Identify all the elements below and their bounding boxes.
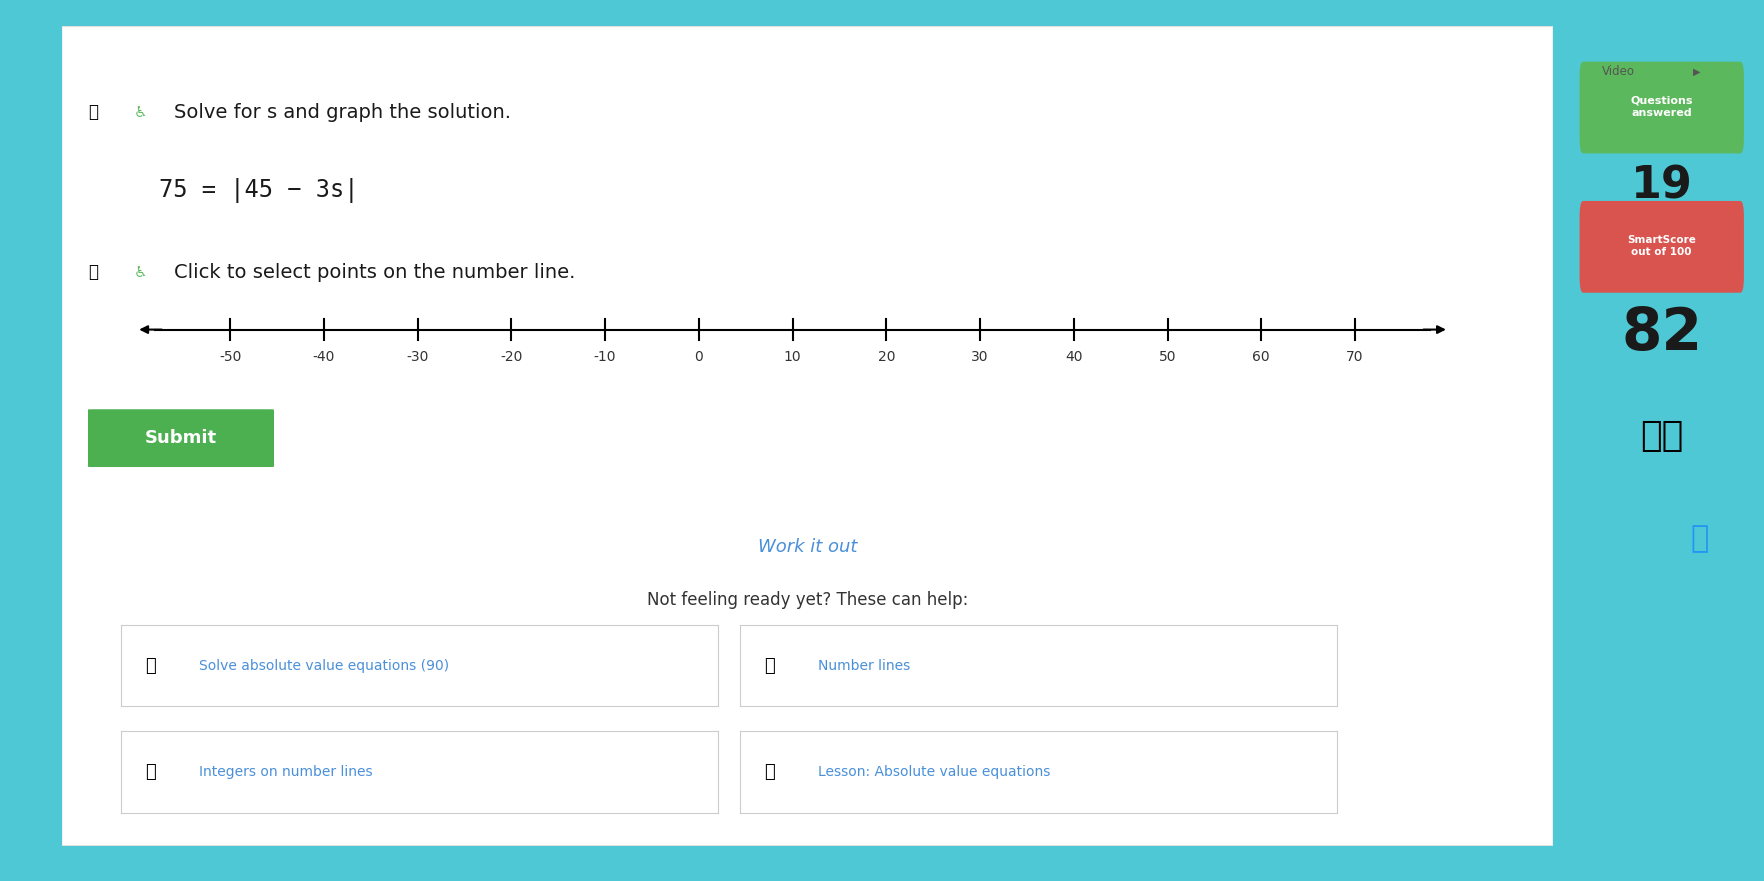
Text: 30: 30 — [970, 350, 988, 364]
Text: 🥇🎖: 🥇🎖 — [1639, 419, 1683, 453]
Text: Solve absolute value equations (90): Solve absolute value equations (90) — [199, 658, 448, 672]
Text: Integers on number lines: Integers on number lines — [199, 765, 372, 779]
Text: 19: 19 — [1630, 165, 1692, 208]
Text: 10: 10 — [783, 350, 801, 364]
Text: 💎: 💎 — [764, 656, 774, 675]
Text: -50: -50 — [219, 350, 242, 364]
Text: Work it out: Work it out — [757, 537, 857, 556]
Text: Video: Video — [1602, 65, 1633, 78]
Text: Lesson: Absolute value equations: Lesson: Absolute value equations — [817, 765, 1050, 779]
Text: 🔊: 🔊 — [88, 103, 99, 122]
Text: 70: 70 — [1346, 350, 1364, 364]
FancyBboxPatch shape — [1579, 201, 1743, 292]
Text: 60: 60 — [1252, 350, 1270, 364]
Text: Not feeling ready yet? These can help:: Not feeling ready yet? These can help: — [646, 591, 968, 609]
Text: 🖊: 🖊 — [1690, 524, 1708, 553]
Text: -30: -30 — [406, 350, 429, 364]
Text: Submit: Submit — [145, 429, 217, 448]
Text: Solve for s and graph the solution.: Solve for s and graph the solution. — [173, 103, 510, 122]
Text: 🖼: 🖼 — [764, 763, 774, 781]
Text: -10: -10 — [593, 350, 616, 364]
Text: 20: 20 — [877, 350, 894, 364]
Text: Click to select points on the number line.: Click to select points on the number lin… — [173, 263, 575, 282]
FancyBboxPatch shape — [1579, 62, 1743, 153]
Text: 75 = |45 − 3s|: 75 = |45 − 3s| — [159, 178, 358, 203]
FancyBboxPatch shape — [83, 410, 279, 467]
Text: 🔊: 🔊 — [88, 263, 99, 281]
Text: 0: 0 — [693, 350, 702, 364]
Text: ♿: ♿ — [134, 264, 146, 280]
Text: 💎: 💎 — [145, 763, 155, 781]
Text: ♿: ♿ — [134, 105, 146, 120]
Text: ▶: ▶ — [1692, 66, 1699, 77]
Text: 82: 82 — [1621, 305, 1700, 362]
FancyBboxPatch shape — [62, 26, 1552, 846]
Text: 💎: 💎 — [145, 656, 155, 675]
Text: SmartScore
out of 100: SmartScore out of 100 — [1626, 235, 1695, 257]
Text: 50: 50 — [1159, 350, 1175, 364]
Text: -40: -40 — [312, 350, 335, 364]
Text: Number lines: Number lines — [817, 658, 910, 672]
Text: -20: -20 — [499, 350, 522, 364]
Text: Questions
answered: Questions answered — [1630, 95, 1692, 118]
Text: 40: 40 — [1064, 350, 1081, 364]
